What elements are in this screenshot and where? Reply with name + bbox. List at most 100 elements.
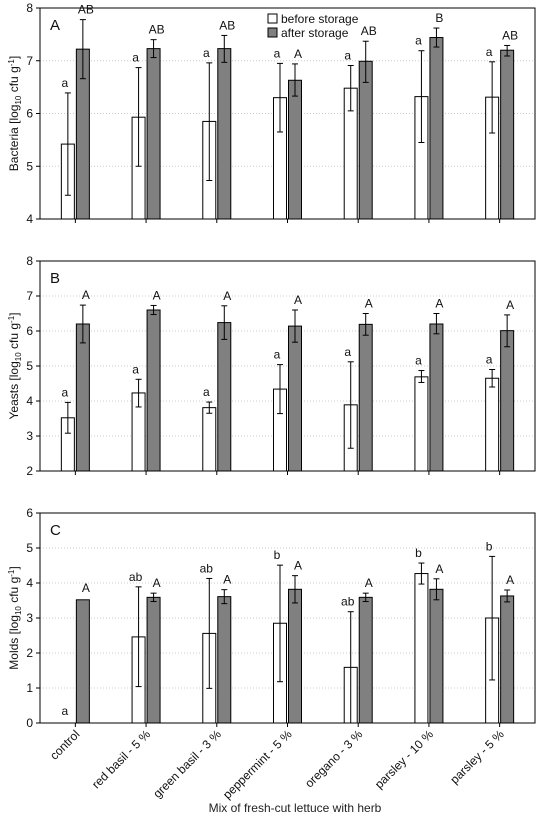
legend-label-after: after storage: [281, 26, 349, 40]
significance-letter: b: [415, 546, 422, 560]
panel-b: 2 3 4 5 6 7 8 B Yeasts [log10 cfu g-1] a a a a a a a A A A…: [7, 254, 536, 478]
legend-swatch-before: [267, 13, 278, 24]
significance-letter: a: [203, 385, 210, 399]
panel-letter: C: [50, 522, 61, 539]
significance-letter: AB: [149, 23, 165, 37]
y-axis-title: Bacteria [log10 cfu g-1]: [7, 56, 23, 171]
panel-a: 4 5 6 7 8 A Bacteria [log10 cfu g-1] a a a a a a a AB A…: [7, 1, 536, 226]
bar-after-storage: [358, 60, 373, 220]
y-tick-label: 8: [26, 1, 33, 15]
significance-letter: a: [344, 345, 351, 359]
x-tick-label: peppermint - 5 %: [220, 727, 295, 802]
y-tick-label: 4: [26, 212, 33, 226]
y-tick-label: 0: [26, 716, 33, 730]
y-tick-label: 6: [26, 324, 33, 338]
x-tick-label: parsley - 10 %: [372, 727, 436, 791]
significance-letter: a: [62, 704, 69, 718]
bar-after-storage: [429, 37, 444, 220]
significance-letter: A: [435, 297, 443, 311]
significance-letter: a: [415, 354, 422, 368]
y-tick-label: 5: [26, 359, 33, 373]
bar-after-storage: [146, 48, 161, 220]
bar-after-storage: [217, 48, 232, 220]
bar-after-storage: [217, 322, 232, 472]
y-tick-label: 2: [26, 646, 33, 660]
y-tick-label: 7: [26, 289, 33, 303]
x-tick-label: control: [47, 727, 82, 762]
y-tick-label: 8: [26, 254, 33, 268]
bar-after-storage: [75, 599, 90, 724]
significance-letter: a: [274, 46, 281, 60]
x-tick-label: red basil - 5 %: [89, 727, 153, 791]
bar-after-storage: [75, 323, 90, 472]
bar-after-storage: [500, 49, 515, 220]
significance-letter: A: [506, 298, 514, 312]
y-axis-title: Yeasts [log10 cfu g-1]: [7, 313, 23, 420]
significance-letter: b: [274, 548, 281, 562]
significance-letter: B: [435, 11, 443, 25]
x-tick-label: oregano - 3 %: [302, 727, 365, 790]
significance-letter: A: [223, 289, 231, 303]
y-axis-title: Molds [log10 cfu g-1]: [7, 566, 23, 669]
significance-letter: A: [153, 288, 161, 302]
bar-after-storage: [146, 309, 161, 472]
significance-letter: ab: [129, 570, 143, 584]
significance-letter: a: [62, 385, 69, 399]
significance-letter: A: [294, 559, 302, 573]
legend-label-before: before storage: [281, 12, 359, 26]
significance-letter: a: [132, 51, 139, 65]
bar-after-storage: [217, 596, 232, 724]
y-tick-label: 2: [26, 464, 33, 478]
panel-letter: A: [50, 17, 60, 34]
bar-after-storage: [429, 588, 444, 724]
y-tick-label: 6: [26, 107, 33, 121]
bar-after-storage: [288, 588, 302, 724]
bar-after-storage: [358, 596, 373, 724]
bar-before-storage: [202, 407, 217, 472]
bar-before-storage: [414, 573, 429, 724]
panel-letter: B: [50, 270, 60, 287]
legend-swatch-after: [267, 27, 278, 38]
x-axis-title: Mix of fresh-cut lettuce with herb: [208, 801, 382, 815]
significance-letter: a: [344, 48, 351, 62]
significance-letter: AB: [219, 18, 235, 32]
x-tick-label: green basil - 3 %: [150, 727, 224, 801]
significance-letter: AB: [502, 28, 518, 42]
significance-letter: AB: [361, 24, 377, 38]
bar-after-storage: [146, 596, 161, 724]
significance-letter: A: [153, 576, 161, 590]
bar-after-storage: [358, 323, 373, 472]
significance-letter: AB: [78, 3, 94, 17]
y-tick-label: 4: [26, 394, 33, 408]
significance-letter: a: [203, 46, 210, 60]
y-tick-label: 4: [26, 576, 33, 590]
bar-after-storage: [500, 595, 515, 724]
bar-after-storage: [288, 325, 302, 472]
significance-letter: a: [132, 362, 139, 376]
significance-letter: A: [82, 288, 90, 302]
y-tick-label: 6: [26, 506, 33, 520]
significance-letter: ab: [200, 561, 214, 575]
significance-letter: ab: [341, 595, 355, 609]
bar-before-storage: [485, 377, 500, 472]
significance-letter: A: [365, 576, 373, 590]
significance-letter: a: [62, 76, 69, 90]
y-tick-label: 5: [26, 159, 33, 173]
significance-letter: A: [294, 293, 302, 307]
significance-letter: a: [486, 353, 493, 367]
y-tick-label: 5: [26, 541, 33, 555]
significance-letter: A: [82, 581, 90, 595]
significance-letter: a: [486, 45, 493, 59]
significance-letter: A: [435, 562, 443, 576]
bar-before-storage: [414, 376, 429, 472]
significance-letter: A: [506, 573, 514, 587]
y-tick-label: 3: [26, 429, 33, 443]
y-tick-label: 1: [26, 681, 33, 695]
significance-letter: A: [223, 573, 231, 587]
y-tick-label: 7: [26, 54, 33, 68]
significance-letter: a: [415, 34, 422, 48]
